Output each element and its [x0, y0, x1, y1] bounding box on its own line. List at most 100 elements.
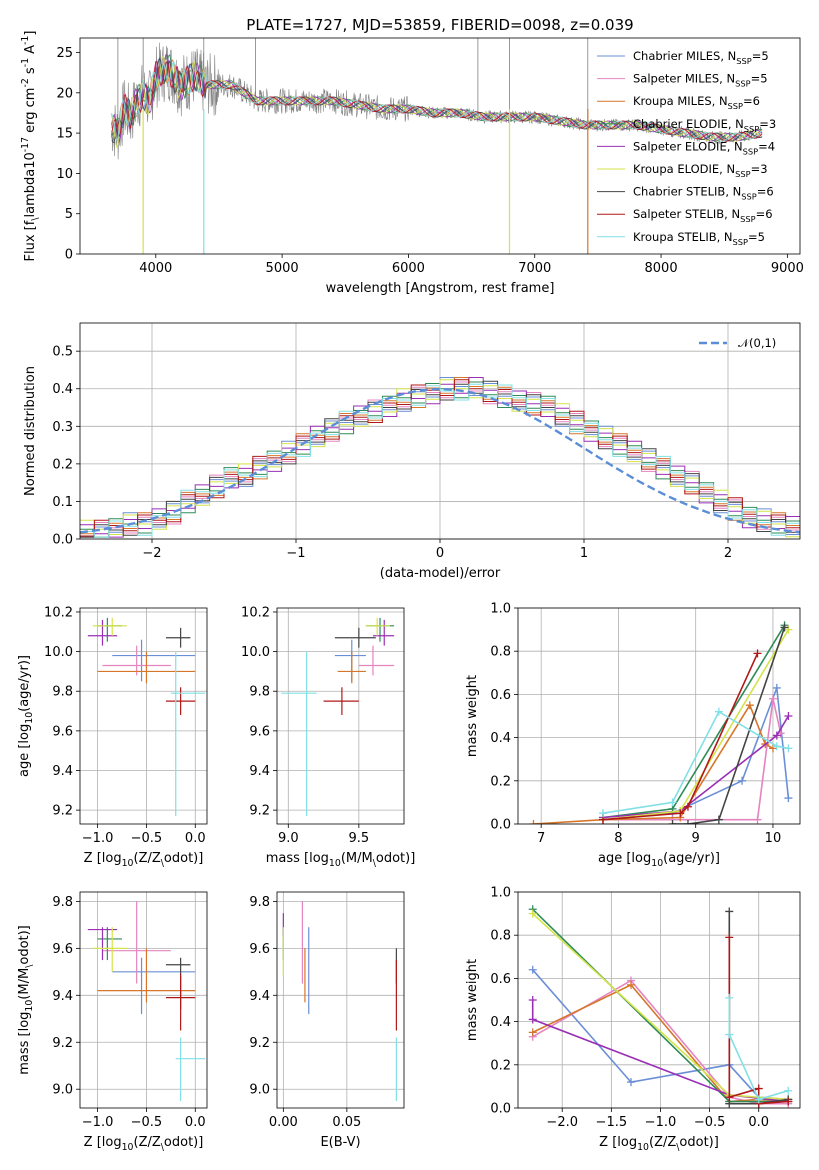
y-tick-label: 0.6	[490, 972, 511, 987]
label-span: (Z/Z	[134, 851, 161, 866]
axes-frame	[79, 891, 208, 1109]
label-span: erg cm	[23, 88, 38, 137]
axes-residuals: −2 −1 0 1 2 0.0 0.1 0.2 0.3 0.4 0.5 (data-model)/er…	[23, 322, 801, 581]
x-tick-label: 2	[724, 546, 732, 561]
x-tick-label: 7000	[518, 261, 551, 276]
label-span: \	[24, 964, 35, 968]
point-marker	[784, 744, 793, 753]
label-span: lambda10	[23, 152, 38, 217]
point-marker	[753, 815, 762, 824]
label-span: 10	[329, 858, 341, 869]
model-spectrum-line	[111, 56, 763, 144]
point-marker	[529, 820, 538, 824]
y-tick-label: 0.1	[52, 495, 73, 510]
x-axis-label: mass [log10(M/M\odot)]	[266, 851, 416, 869]
legend-label: Kroupa STELIB, NSSP=5	[633, 230, 765, 247]
y-tick-label: 5	[65, 207, 73, 222]
label-span: Chabrier ELODIE, N	[633, 117, 744, 131]
x-tick-label: −1.5	[596, 1115, 628, 1130]
label-span: SSP	[744, 124, 759, 134]
legend-label: Kroupa MILES, NSSP=6	[633, 94, 760, 111]
x-axis-label: E(B-V)	[320, 1135, 360, 1150]
point-marker	[528, 1028, 537, 1037]
y-tick-label: 0.0	[490, 818, 511, 833]
y-tick-label: 9.0	[249, 1083, 270, 1098]
y-tick-label: 15	[56, 127, 73, 142]
x-tick-label: 5000	[266, 261, 299, 276]
label-span: \	[161, 1142, 165, 1153]
legend-label: Chabrier STELIB, NSSP=6	[633, 185, 774, 202]
y-axis-label: mass [log10(M/M\odot)]	[17, 925, 35, 1075]
label-span: =6	[756, 207, 773, 221]
label-span: Kroupa STELIB, N	[633, 230, 733, 244]
legend-label: 𝒩(0,1)	[738, 336, 776, 350]
label-span: odot)]	[376, 851, 415, 866]
y-tick-label: 0.4	[490, 1015, 511, 1030]
point-marker	[725, 907, 734, 916]
label-span: odot)]	[164, 1135, 203, 1150]
x-tick-label: 0.0	[748, 1115, 769, 1130]
y-tick-label: 0.4	[52, 382, 73, 397]
point-marker	[714, 815, 723, 824]
label-span: age [log	[17, 724, 32, 777]
y-tick-label: 0.2	[490, 1058, 511, 1073]
axes-frame	[79, 607, 208, 825]
plot-area	[528, 905, 793, 1108]
label-span: (M/M	[17, 968, 32, 1000]
point-marker	[754, 1095, 763, 1104]
legend-label: Salpeter MILES, NSSP=5	[633, 72, 768, 89]
histogram-step	[80, 379, 800, 537]
point-marker	[725, 993, 734, 1002]
y-axis-label: mass weight	[465, 675, 480, 757]
label-span: 10	[122, 1142, 134, 1153]
point-marker	[626, 980, 635, 989]
x-tick-label: 10	[765, 831, 782, 846]
label-span: SSP	[743, 146, 758, 156]
label-span: Normed distribution	[23, 366, 38, 496]
label-span: 10	[651, 858, 663, 869]
y-tick-label: 9.6	[249, 724, 270, 739]
point-marker	[528, 965, 537, 974]
x-tick-label: 0.00	[269, 1115, 298, 1130]
label-span: =5	[751, 72, 768, 86]
x-axis-label: Z [log10(Z/Z\odot)]	[599, 1135, 719, 1153]
label-span: SSP	[735, 169, 750, 179]
label-span: SSP	[740, 214, 755, 224]
x-tick-label: −1.0	[82, 831, 114, 846]
histogram-legend: 𝒩(0,1)	[699, 336, 776, 350]
y-tick-label: 0.0	[52, 533, 73, 548]
label-span: Flux [f	[23, 220, 38, 261]
label-span: ]	[23, 31, 38, 36]
label-span: \	[373, 858, 377, 869]
y-tick-label: 10.0	[44, 645, 73, 660]
plot-area	[281, 617, 395, 817]
y-axis-label: mass weight	[465, 959, 480, 1041]
point-marker	[772, 683, 781, 692]
label-span: mass weight	[465, 959, 480, 1041]
y-tick-label: 9.0	[52, 1083, 73, 1098]
mass-weight-line	[672, 627, 786, 824]
point-marker	[753, 649, 762, 658]
label-span: mass [log	[266, 851, 329, 866]
axes-mass-vs-EBV: 0.00 0.05 9.0 9.2 9.4 9.6 9.8 E(B-V)	[249, 891, 405, 1150]
point-marker	[780, 623, 789, 632]
x-axis-label: age [log10(age/yr)]	[598, 851, 720, 869]
label-span: =4	[758, 139, 775, 153]
legend-label: Salpeter ELODIE, NSSP=4	[633, 139, 775, 156]
axes-mass-vs-Z: −1.0 −0.5 0.09.09.29.49.69.8Z [log10(Z/Z\o…	[17, 891, 208, 1153]
point-marker	[528, 909, 537, 918]
y-tick-label: 9.6	[249, 942, 270, 957]
point-marker	[784, 712, 793, 720]
x-axis-label: Z [log10(Z/Z\odot)]	[84, 851, 204, 869]
x-tick-label: 1	[580, 546, 588, 561]
y-tick-label: 0.3	[52, 420, 73, 435]
y-tick-label: 0.4	[490, 731, 511, 746]
x-tick-label: −0.5	[694, 1115, 726, 1130]
y-tick-label: 9.4	[249, 764, 270, 779]
y-axis-label: Normed distribution	[23, 366, 38, 496]
axes-mass-weight-vs-Z: −2.0 −1.5 −1.0 −0.5 0.0 0.0 0.2 0.4 0.6 0.8 1.0 Z […	[465, 886, 801, 1153]
y-tick-label: 9.6	[52, 724, 73, 739]
point-marker	[772, 731, 781, 740]
